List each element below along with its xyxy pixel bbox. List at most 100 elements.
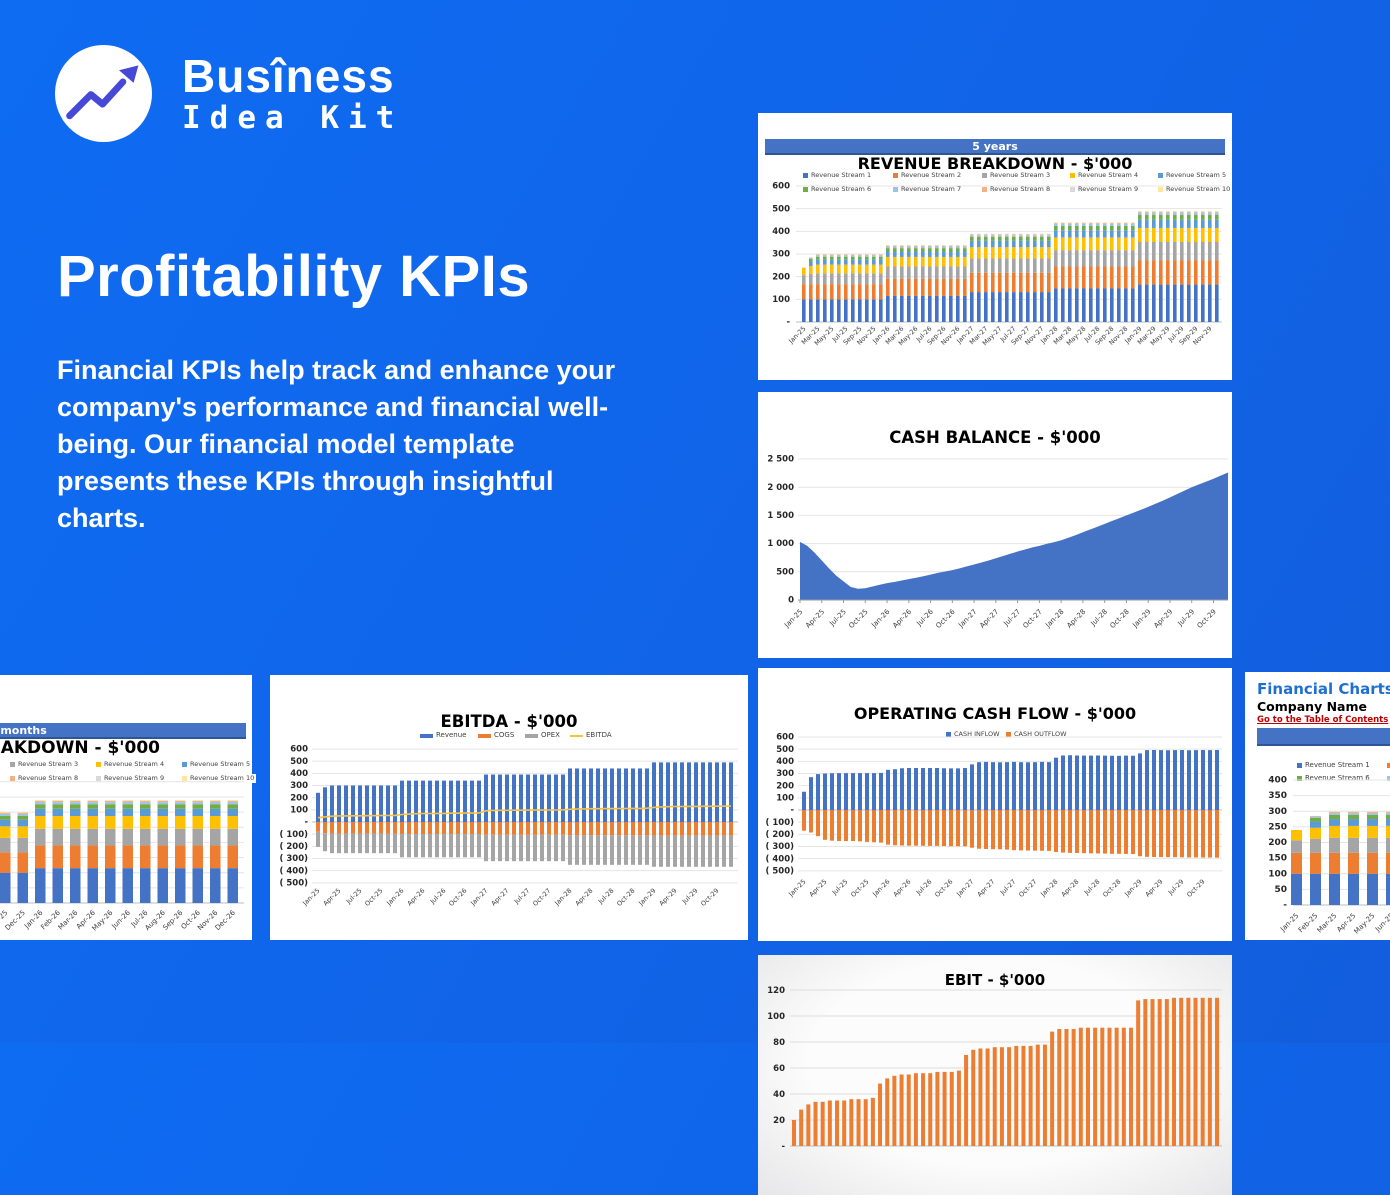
financial-charts-sheet-panel: Financial Charts Company Name Go to the … (1245, 672, 1390, 940)
svg-text:200: 200 (772, 272, 790, 282)
svg-text:Oct-29: Oct-29 (699, 887, 720, 908)
svg-text:Jul-29: Jul-29 (1176, 608, 1196, 628)
svg-text:Apr-26: Apr-26 (892, 878, 913, 899)
svg-text:( 100): ( 100) (766, 818, 795, 828)
svg-text:( 200): ( 200) (766, 830, 795, 840)
svg-text:Oct-28: Oct-28 (1101, 878, 1122, 899)
svg-text:Jan-26: Jan-26 (384, 887, 405, 908)
svg-text:40: 40 (773, 1090, 785, 1100)
svg-text:Jan-28: Jan-28 (1038, 878, 1059, 899)
svg-text:300: 300 (776, 769, 794, 779)
svg-text:Apr-27: Apr-27 (978, 608, 1000, 630)
svg-text:Oct-26: Oct-26 (447, 887, 468, 908)
svg-text:Jan-25: Jan-25 (786, 878, 807, 899)
svg-text:120: 120 (767, 986, 785, 996)
svg-text:( 200): ( 200) (280, 842, 309, 852)
svg-text:Apr-26: Apr-26 (406, 887, 427, 908)
revenue-breakdown-5y-chart: -100200300400500600Jan-25Mar-25May-25Jul… (758, 113, 1232, 380)
svg-text:1 000: 1 000 (767, 539, 794, 549)
page-title: Profitability KPIs (57, 243, 530, 310)
svg-text:400: 400 (290, 769, 308, 779)
svg-text:0: 0 (788, 596, 794, 606)
svg-text:80: 80 (773, 1038, 785, 1048)
svg-text:Jul-28: Jul-28 (596, 887, 615, 906)
brand-bottom-text: Idea Kit (182, 101, 403, 135)
svg-text:Apr-29: Apr-29 (1144, 878, 1165, 899)
svg-text:Apr-25: Apr-25 (808, 878, 829, 899)
svg-text:Apr-28: Apr-28 (1060, 878, 1081, 899)
svg-text:500: 500 (776, 567, 794, 577)
svg-text:May-25: May-25 (1353, 912, 1377, 936)
svg-text:Mar-25: Mar-25 (1316, 912, 1339, 935)
svg-text:Jul-26: Jul-26 (914, 878, 933, 897)
revenue-breakdown-5y-panel: 5 years REVENUE BREAKDOWN - $'000 Revenu… (758, 113, 1232, 380)
svg-text:Apr-25: Apr-25 (322, 887, 343, 908)
svg-text:Jan-26: Jan-26 (869, 607, 891, 629)
svg-text:350: 350 (1268, 791, 1287, 801)
svg-text:2 000: 2 000 (767, 483, 794, 493)
svg-text:Jul-25: Jul-25 (344, 887, 363, 906)
svg-text:Apr-26: Apr-26 (891, 607, 913, 629)
svg-text:Jan-25: Jan-25 (300, 887, 321, 908)
svg-text:500: 500 (290, 757, 308, 767)
svg-text:300: 300 (772, 250, 790, 260)
svg-text:Jul-27: Jul-27 (998, 878, 1017, 897)
svg-text:Jan-27: Jan-27 (954, 878, 975, 899)
svg-text:Oct-25: Oct-25 (849, 878, 870, 899)
svg-text:Jul-28: Jul-28 (1082, 878, 1101, 897)
svg-text:Jul-29: Jul-29 (680, 887, 699, 906)
svg-text:Oct-25: Oct-25 (847, 608, 869, 630)
brand-name: Busîness Idea Kit (182, 52, 403, 134)
svg-text:Apr-28: Apr-28 (1065, 608, 1087, 630)
svg-text:500: 500 (772, 204, 790, 214)
svg-text:Jan-29: Jan-29 (1131, 608, 1153, 630)
svg-text:Jan-27: Jan-27 (468, 887, 489, 908)
svg-text:600: 600 (772, 182, 790, 192)
svg-text:300: 300 (290, 781, 308, 791)
svg-text:Jul-26: Jul-26 (915, 607, 936, 628)
svg-text:Jul-25: Jul-25 (830, 878, 849, 897)
svg-text:( 500): ( 500) (280, 878, 309, 888)
svg-text:( 300): ( 300) (766, 842, 795, 852)
svg-text:Oct-29: Oct-29 (1196, 608, 1218, 630)
svg-text:Oct-27: Oct-27 (531, 887, 552, 908)
svg-text:100: 100 (772, 295, 790, 305)
svg-text:Jul-26: Jul-26 (428, 887, 447, 906)
svg-text:-: - (781, 1142, 785, 1152)
revenue-breakdown-24m-chart: -50100150200250300350400Jan-25Feb-25Mar-… (0, 675, 252, 940)
svg-text:500: 500 (776, 745, 794, 755)
svg-text:100: 100 (290, 805, 308, 815)
svg-text:Jan-29: Jan-29 (636, 887, 657, 908)
brand-logo: Busîness Idea Kit (55, 45, 403, 142)
svg-text:Oct-28: Oct-28 (615, 887, 636, 908)
svg-text:Jun-26: Jun-26 (110, 908, 133, 931)
sheet-revenue-chart: -50100150200250300350400Jan-25Feb-25Mar-… (1245, 672, 1390, 940)
svg-text:200: 200 (290, 793, 308, 803)
page-description: Financial KPIs help track and enhance yo… (57, 352, 632, 537)
svg-text:100: 100 (776, 793, 794, 803)
svg-text:Jul-25: Jul-25 (828, 608, 848, 628)
svg-text:400: 400 (772, 227, 790, 237)
svg-text:Oct-28: Oct-28 (1109, 608, 1131, 630)
svg-text:Apr-28: Apr-28 (574, 887, 595, 908)
svg-text:Jan-27: Jan-27 (956, 608, 978, 630)
svg-text:1 500: 1 500 (767, 511, 794, 521)
svg-text:300: 300 (1268, 807, 1287, 817)
svg-text:Jul-27: Jul-27 (512, 887, 531, 906)
brand-top-text: Busîness (182, 52, 403, 100)
svg-text:2 500: 2 500 (767, 455, 794, 465)
svg-text:Jan-28: Jan-28 (552, 887, 573, 908)
svg-text:Jan-29: Jan-29 (1122, 878, 1143, 899)
svg-text:400: 400 (1268, 776, 1287, 786)
svg-text:-: - (304, 818, 308, 828)
svg-text:20: 20 (773, 1116, 785, 1126)
svg-text:100: 100 (767, 1012, 785, 1022)
svg-text:( 100): ( 100) (280, 830, 309, 840)
svg-text:150: 150 (1268, 854, 1287, 864)
svg-text:-: - (1283, 901, 1287, 911)
revenue-breakdown-24m-panel: 24 months REVENUE BREAKDOWN - $'000 Reve… (0, 675, 252, 940)
